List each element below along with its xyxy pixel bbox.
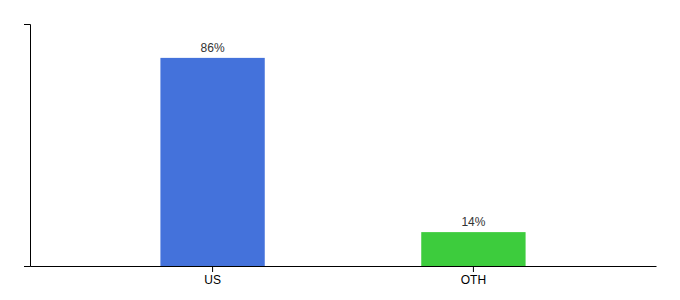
data-label: 14% xyxy=(461,215,485,229)
x-axis: US OTH xyxy=(31,266,657,287)
x-tick-label: OTH xyxy=(461,273,486,287)
bar xyxy=(421,232,525,266)
data-label: 86% xyxy=(201,41,225,55)
plot-area: US OTH 86% 14% xyxy=(24,25,657,287)
y-axis-line xyxy=(24,25,31,267)
chart-svg: US OTH 86% 14% xyxy=(0,0,680,300)
x-axis-line xyxy=(31,266,657,267)
data-labels: 86% 14% xyxy=(201,41,486,229)
bars xyxy=(160,58,525,266)
x-tick: US xyxy=(204,266,221,287)
chart-container: US OTH 86% 14% xyxy=(0,0,680,300)
x-tick-label: US xyxy=(204,273,221,287)
x-tick-mark xyxy=(212,266,213,272)
y-axis xyxy=(24,25,31,267)
x-tick-mark xyxy=(473,266,474,272)
bar xyxy=(160,58,264,266)
x-tick: OTH xyxy=(461,266,486,287)
